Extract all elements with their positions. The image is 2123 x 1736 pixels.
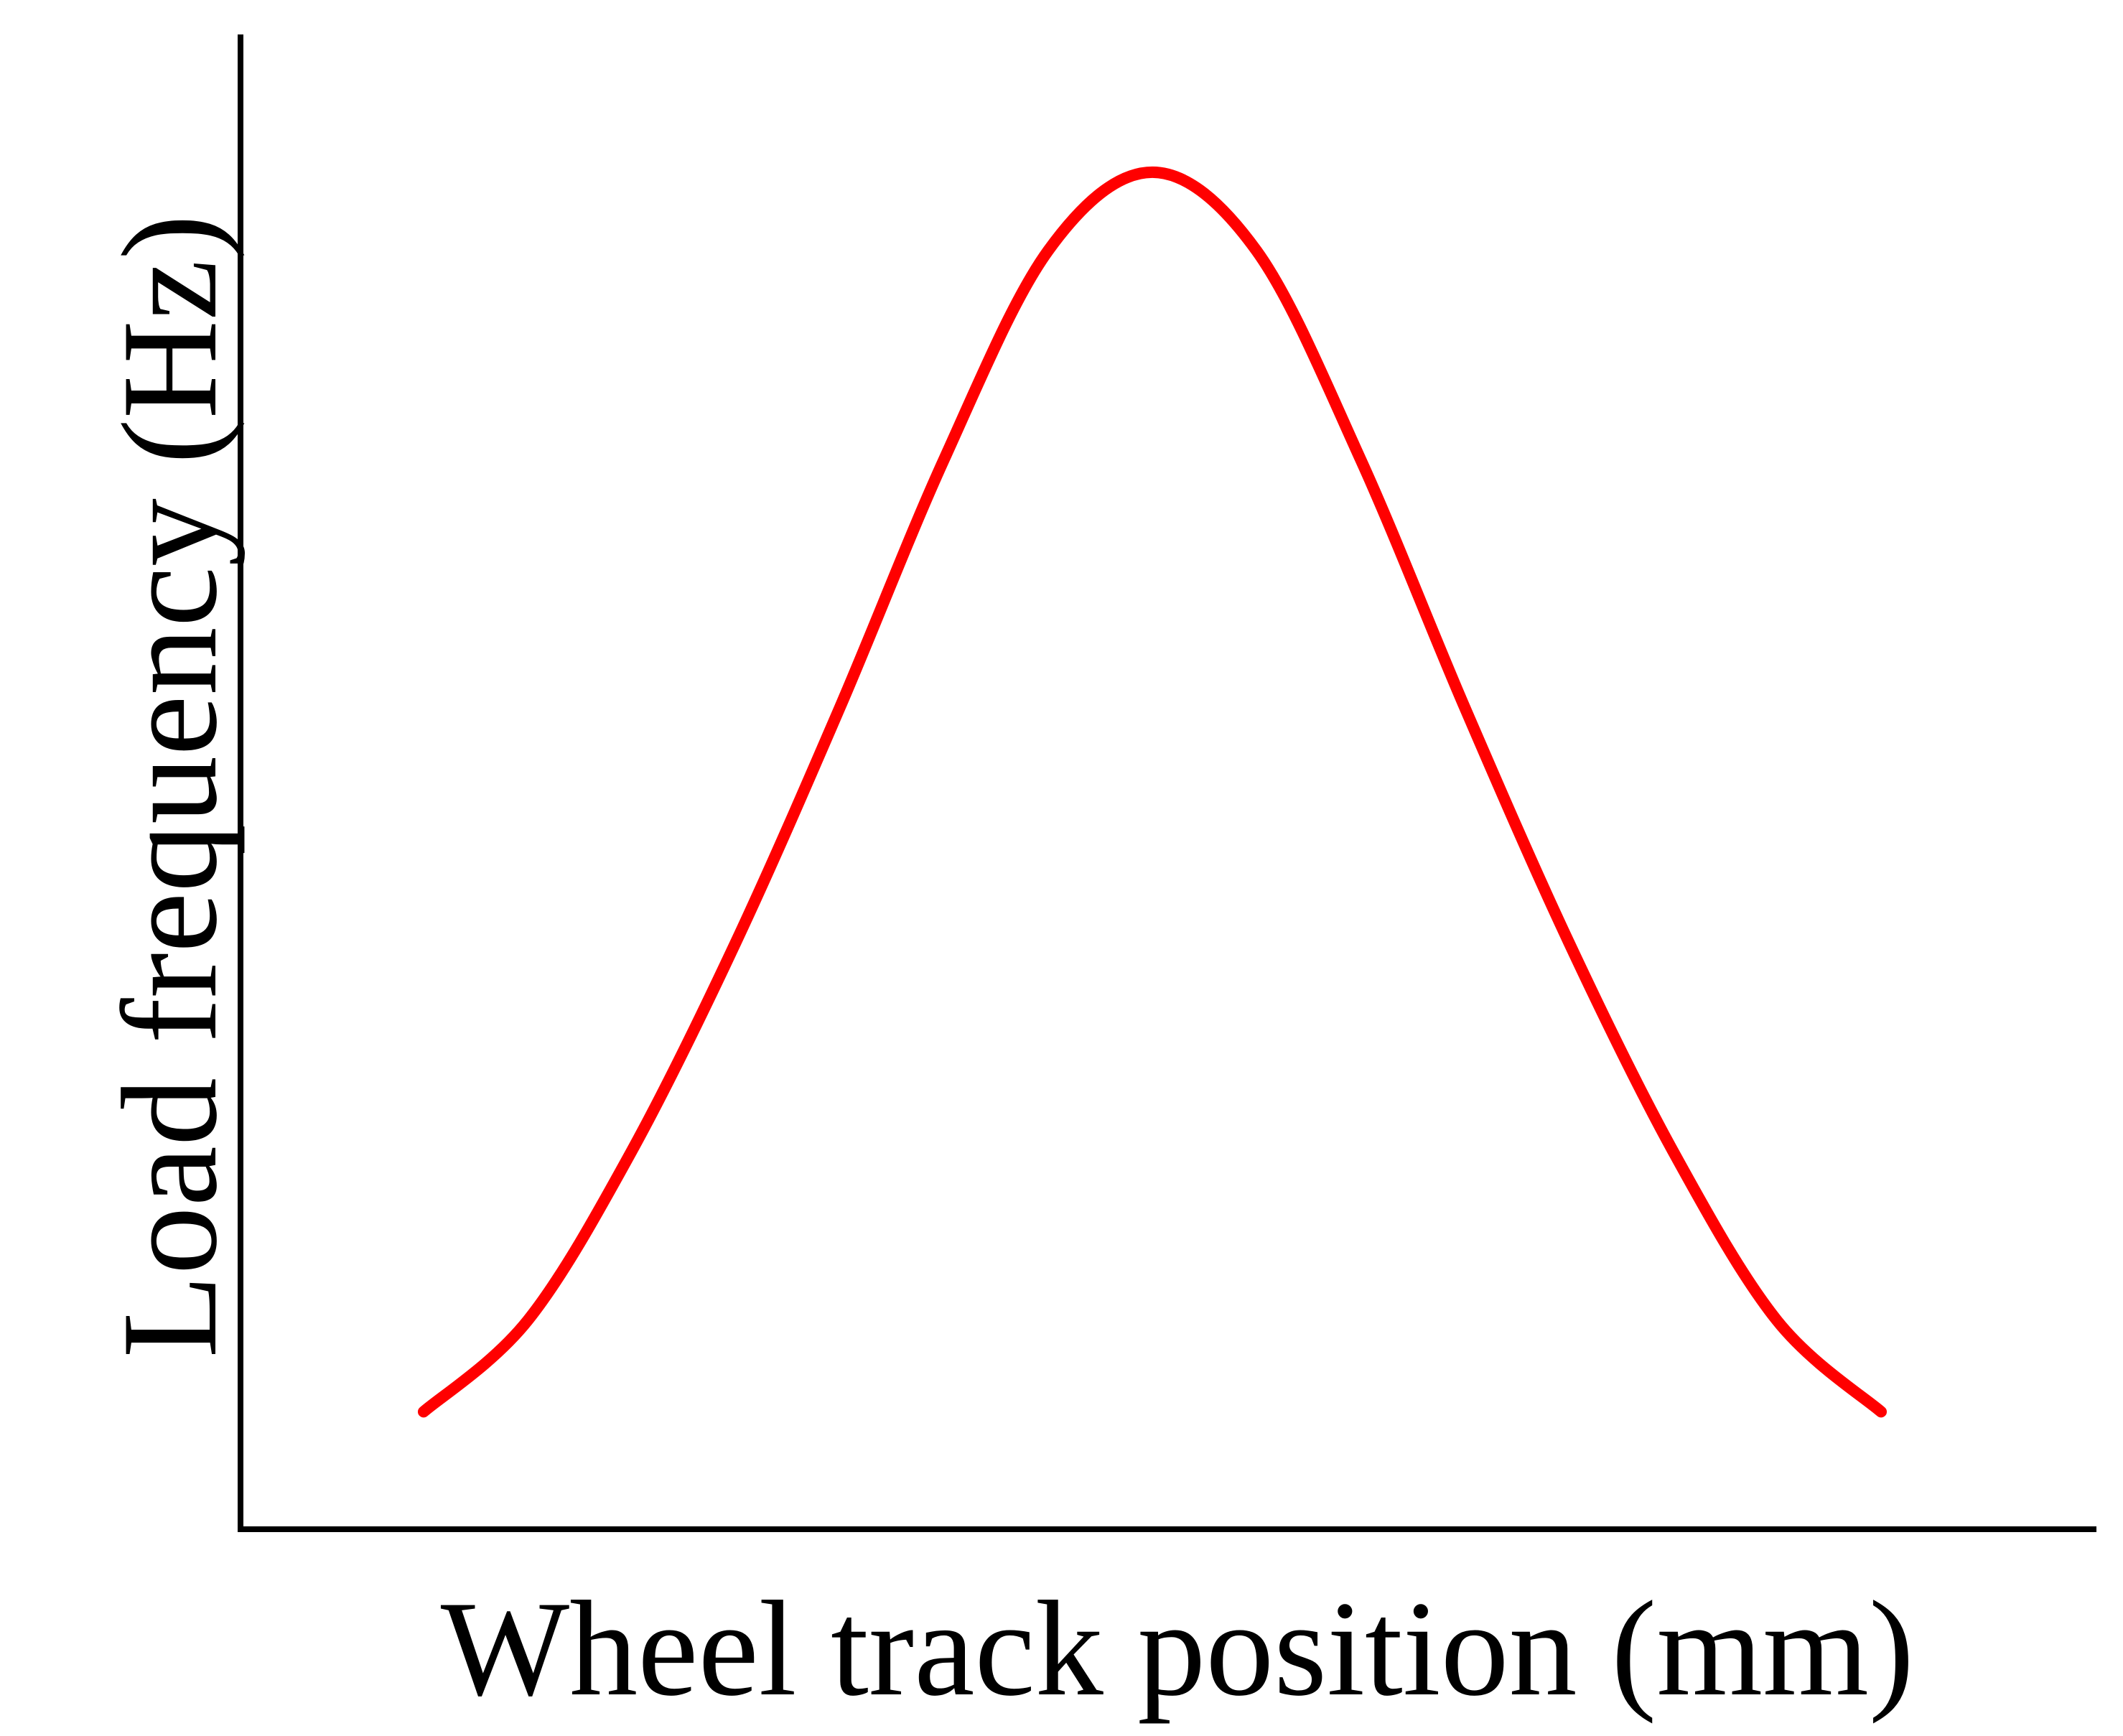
series-line [418, 166, 1887, 1418]
plot-area [418, 166, 1887, 1418]
x-axis-label: Wheel track position (mm) [441, 1574, 1914, 1725]
y-axis-label: Load frequency (Hz) [95, 214, 246, 1358]
